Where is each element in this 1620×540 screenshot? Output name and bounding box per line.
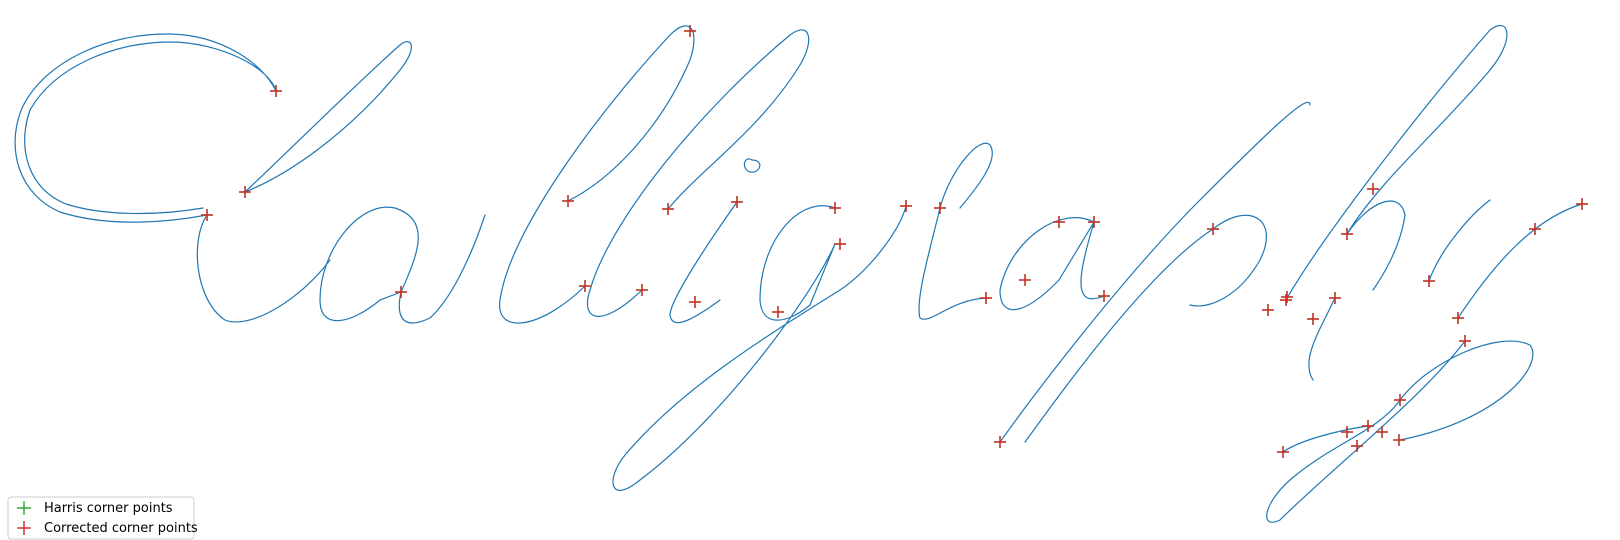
corrected-corner-point: [900, 200, 912, 212]
corrected-corner-point: [1307, 313, 1319, 325]
corrected-corner-point: [772, 306, 784, 318]
corrected-corner-point: [1019, 274, 1031, 286]
contour-letter-l1: [499, 25, 695, 324]
corrected-corner-point: [1452, 312, 1464, 324]
corrected-corner-point: [1098, 290, 1110, 302]
corrected-corner-point: [829, 202, 841, 214]
legend-entry-harris: Harris corner points: [17, 501, 173, 516]
corrected-corner-point: [689, 296, 701, 308]
corrected-corner-point: [662, 203, 674, 215]
corrected-corner-point: [1207, 223, 1219, 235]
contour-descender-loop: [1282, 297, 1369, 453]
corrected-corner-point: [1459, 335, 1471, 347]
corrected-corner-point: [201, 209, 213, 221]
corrected-corner-point: [934, 202, 946, 214]
corrected-corner-point: [1341, 426, 1353, 438]
corrected-corner-point: [239, 186, 251, 198]
contour-letter-a: [319, 206, 486, 324]
corrected-marker-group: [201, 25, 1588, 458]
corrected-corner-point: [1393, 434, 1405, 446]
contour-letter-a2: [999, 217, 1105, 311]
contour-letter-c: [14, 33, 412, 323]
calligraphy-contour: [14, 24, 1583, 523]
corrected-corner-point: [731, 196, 743, 208]
corrected-corner-point: [1423, 275, 1435, 287]
corrected-corner-point: [579, 280, 591, 292]
legend-entry-corrected: Corrected corner points: [17, 521, 198, 536]
corrected-corner-point: [1376, 426, 1388, 438]
corrected-corner-point: [684, 25, 696, 37]
corrected-corner-point: [834, 238, 846, 250]
contour-letter-r: [918, 142, 993, 320]
corrected-corner-point: [1280, 294, 1292, 306]
corrected-corner-point: [1367, 183, 1379, 195]
corrected-corner-point: [1053, 216, 1065, 228]
legend: Harris corner points Corrected corner po…: [7, 496, 198, 540]
corrected-corner-point: [1262, 304, 1274, 316]
contour-letter-i: [669, 158, 761, 324]
corrected-corner-point: [1281, 291, 1293, 303]
corrected-corner-point: [1329, 292, 1341, 304]
corrected-corner-point: [270, 85, 282, 97]
corrected-corner-point: [1351, 440, 1363, 452]
corrected-corner-point: [1088, 216, 1100, 228]
corrected-corner-point: [1576, 198, 1588, 210]
corrected-corner-point: [994, 436, 1006, 448]
corrected-corner-point: [562, 195, 574, 207]
contour-letter-h: [1285, 24, 1508, 301]
corrected-corner-point: [636, 284, 648, 296]
contour-letter-p: [999, 101, 1311, 443]
contour-letter-y: [1266, 199, 1583, 523]
corrected-corner-point: [1394, 394, 1406, 406]
contour-letter-l2: [586, 29, 810, 317]
corrected-corner-point: [1529, 223, 1541, 235]
corrected-corner-point: [980, 292, 992, 304]
corrected-corner-point: [1277, 446, 1289, 458]
legend-box: [7, 496, 195, 540]
corrected-corner-point: [395, 286, 407, 298]
legend-label-harris: Harris corner points: [44, 501, 173, 516]
corrected-corner-point: [1341, 228, 1353, 240]
legend-label-corrected: Corrected corner points: [44, 521, 198, 536]
contour-letter-g: [612, 205, 907, 491]
corrected-corner-point: [1362, 420, 1374, 432]
